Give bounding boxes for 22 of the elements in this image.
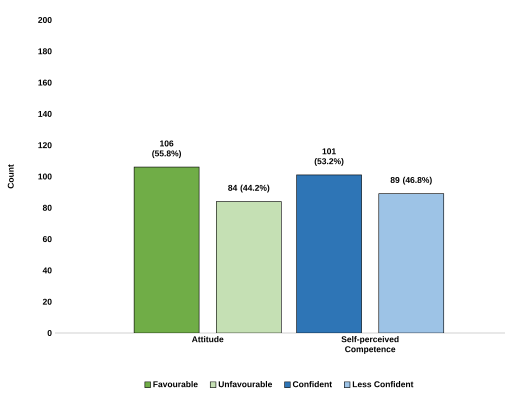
legend-label: Unfavourable — [218, 381, 272, 388]
x-tick-label: Self-perceived Competence — [341, 336, 399, 354]
y-tick-label: 140 — [38, 110, 52, 117]
y-tick-label: 180 — [38, 48, 52, 54]
data-label: 106 (55.8%) — [152, 140, 181, 158]
y-tick-label: 0 — [48, 330, 52, 336]
y-tick-label: 160 — [38, 80, 52, 86]
y-tick-label: 120 — [38, 142, 52, 148]
y-axis-title: Count — [8, 164, 14, 188]
data-label: 101 (53.2%) — [314, 148, 344, 166]
y-tick-label: 40 — [42, 267, 52, 274]
x-tick-label: Attitude — [192, 336, 224, 342]
y-tick-label: 200 — [38, 17, 52, 23]
data-label: 89 (46.8%) — [390, 176, 432, 185]
legend-label: Confident — [292, 381, 332, 388]
legend-label: Favourable — [153, 381, 198, 388]
y-tick-label: 100 — [38, 174, 52, 180]
y-tick-label: 60 — [42, 236, 52, 242]
y-tick-label: 80 — [42, 204, 52, 211]
y-tick-label: 20 — [42, 298, 52, 305]
legend-label: Less Confident — [352, 381, 414, 388]
data-label: 84 (44.2%) — [228, 184, 270, 193]
